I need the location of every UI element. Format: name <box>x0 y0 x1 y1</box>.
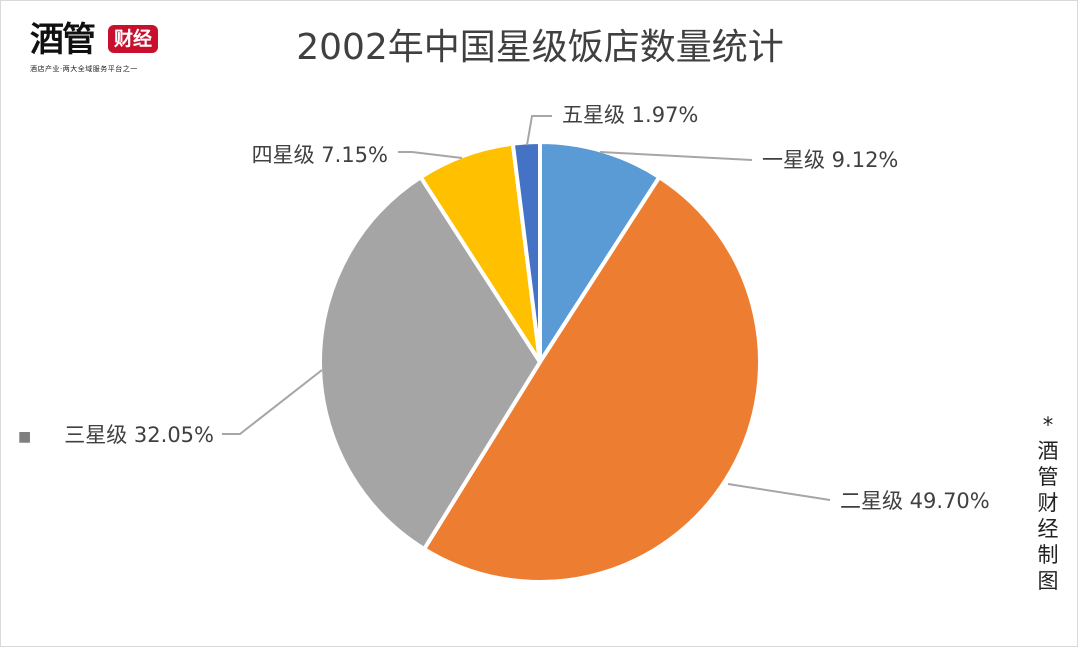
leader-lines <box>222 115 831 501</box>
slice-five-star <box>510 140 542 364</box>
label-three-star: 三星级 32.05% <box>64 423 214 447</box>
legend-marker: ■ <box>18 429 31 445</box>
leader-line <box>727 483 831 501</box>
leader-line <box>526 115 552 146</box>
leader-line <box>599 151 753 161</box>
data-labels: 一星级 9.12% 二星级 49.70% 三星级 32.05% 四星级 7.15% 五星… <box>18 103 990 513</box>
logo-tagline: 酒店产业·两大全域服务平台之一 <box>30 65 138 73</box>
slice-three-star <box>318 175 542 552</box>
label-one-star: 一星级 9.12% <box>762 148 898 172</box>
source-note: *酒管财经制图 <box>1037 413 1059 593</box>
leader-line <box>398 151 463 159</box>
label-two-star: 二星级 49.70% <box>840 489 990 513</box>
leader-line <box>222 369 323 435</box>
slice-two-star <box>422 175 763 585</box>
chart-title: 2002年中国星级饭店数量统计 <box>296 27 784 68</box>
label-four-star: 四星级 7.15% <box>252 143 388 167</box>
label-five-star: 五星级 1.97% <box>562 103 698 127</box>
logo-main-text: 酒管 <box>30 20 96 60</box>
logo: 酒管 财经 酒店产业·两大全域服务平台之一 <box>28 20 168 74</box>
pie-slices <box>318 140 763 585</box>
logo-badge: 财经 <box>108 25 159 53</box>
slice-one-star <box>538 140 662 364</box>
